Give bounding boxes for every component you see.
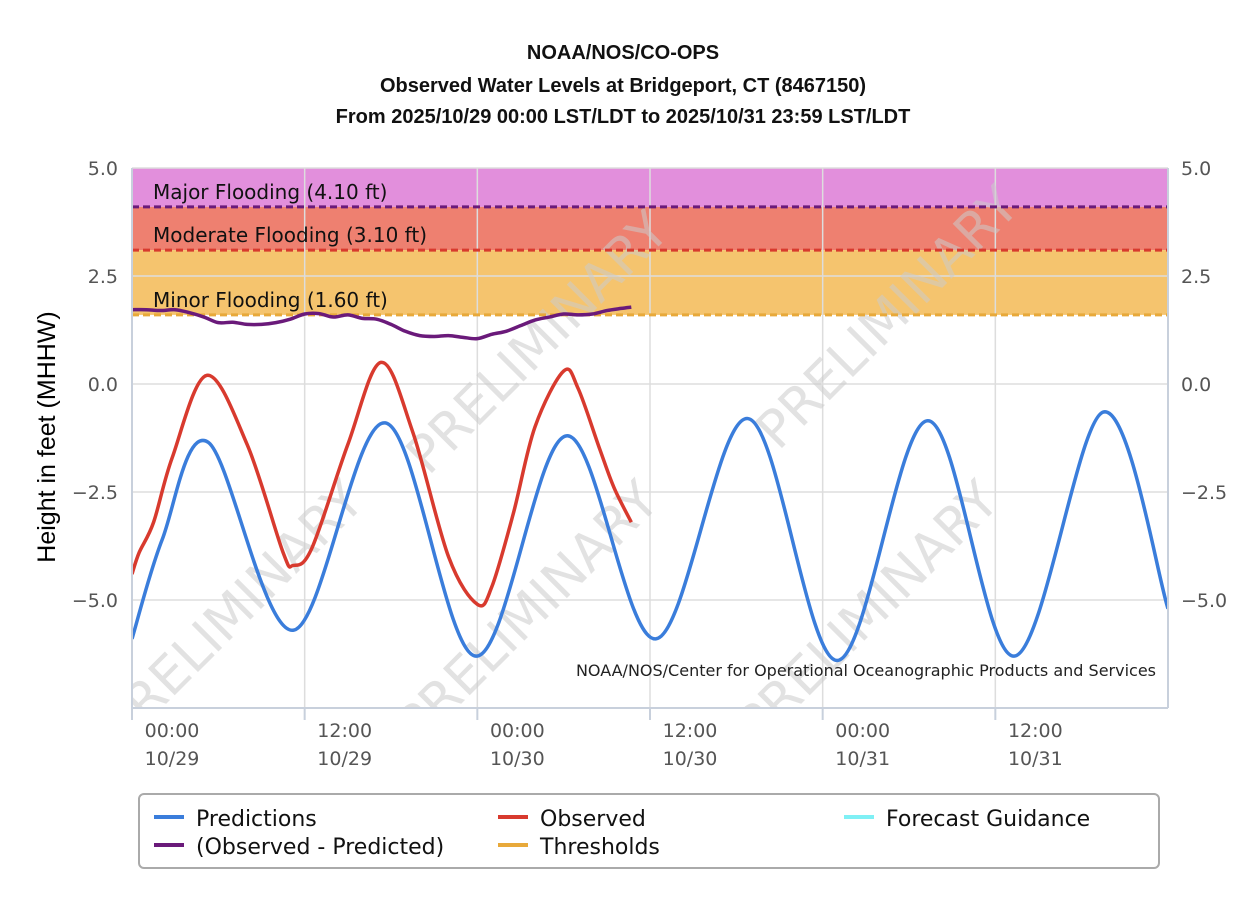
legend: Predictions Observed Forecast Guidance (… [138,793,1160,869]
chart-title-range: From 2025/10/29 00:00 LST/LDT to 2025/10… [335,106,911,128]
x-tick-date-5: 10/31 [1008,748,1063,770]
legend-label-forecast-guidance: Forecast Guidance [886,807,1091,832]
y-tick-label-right-1: 2.5 [1181,266,1211,288]
series-residual-line [132,305,632,341]
threshold-label-minor: Minor Flooding (1.60 ft) [153,288,388,312]
legend-label-residual: (Observed - Predicted) [196,835,445,860]
y-tick-label-left-1: 2.5 [88,266,118,288]
y-tick-label-right-4: −5.0 [1181,590,1227,612]
chart-title-station: Observed Water Levels at Bridgeport, CT … [379,75,867,97]
x-tick-date-4: 10/31 [835,748,890,770]
x-tick-time-5: 12:00 [1008,720,1063,742]
legend-item-forecast-guidance[interactable]: Forecast Guidance [844,807,1090,832]
x-tick-date-1: 10/29 [317,748,372,770]
credit-text: NOAA/NOS/Center for Operational Oceanogr… [576,661,1156,680]
legend-label-observed: Observed [540,807,646,832]
chart-title-agency: NOAA/NOS/CO-OPS [526,42,720,64]
x-tick-time-4: 00:00 [835,720,890,742]
threshold-lines: Major Flooding (4.10 ft) Moderate Floodin… [132,180,1168,317]
legend-item-residual[interactable]: (Observed - Predicted) [154,835,444,860]
axes: 5.0 5.0 2.5 2.5 0.0 0.0 −2.5 −2.5 −5.0 −5.0 00:00 1… [72,158,1227,770]
legend-swatch-observed [498,815,528,819]
x-tick-time-0: 00:00 [145,720,200,742]
series-lines [132,305,1168,663]
y-tick-label-left-0: 5.0 [88,158,118,180]
y-axis-label: Height in feet (MHHW) [33,311,61,562]
legend-swatch-thresholds [498,843,528,847]
legend-item-predictions[interactable]: Predictions [154,807,317,832]
series-observed-line [132,360,633,608]
legend-item-observed[interactable]: Observed [498,807,646,832]
x-tick-date-2: 10/30 [490,748,545,770]
legend-swatch-forecast-guidance [844,815,874,819]
legend-label-predictions: Predictions [196,807,317,832]
x-tick-time-2: 00:00 [490,720,545,742]
watermark-4: PRELIMINARY [725,470,1011,756]
gridlines [131,167,1168,708]
x-tick-time-3: 12:00 [663,720,718,742]
legend-swatch-residual [154,843,184,847]
legend-label-thresholds: Thresholds [540,835,660,860]
threshold-label-major: Major Flooding (4.10 ft) [153,180,387,204]
x-tick-time-1: 12:00 [317,720,372,742]
y-tick-label-left-3: −2.5 [72,482,118,504]
y-tick-label-right-2: 0.0 [1181,374,1211,396]
x-tick-date-0: 10/29 [145,748,200,770]
y-tick-label-right-3: −2.5 [1181,482,1227,504]
x-tick-date-3: 10/30 [663,748,718,770]
watermark-0: PRELIMINARY [90,470,376,756]
series-predictions-line [132,410,1168,663]
legend-item-thresholds[interactable]: Thresholds [498,835,660,860]
y-tick-label-left-4: −5.0 [72,590,118,612]
y-tick-label-left-2: 0.0 [88,374,118,396]
y-tick-label-right-0: 5.0 [1181,158,1211,180]
legend-swatch-predictions [154,815,184,819]
threshold-label-moderate: Moderate Flooding (3.10 ft) [153,223,427,247]
